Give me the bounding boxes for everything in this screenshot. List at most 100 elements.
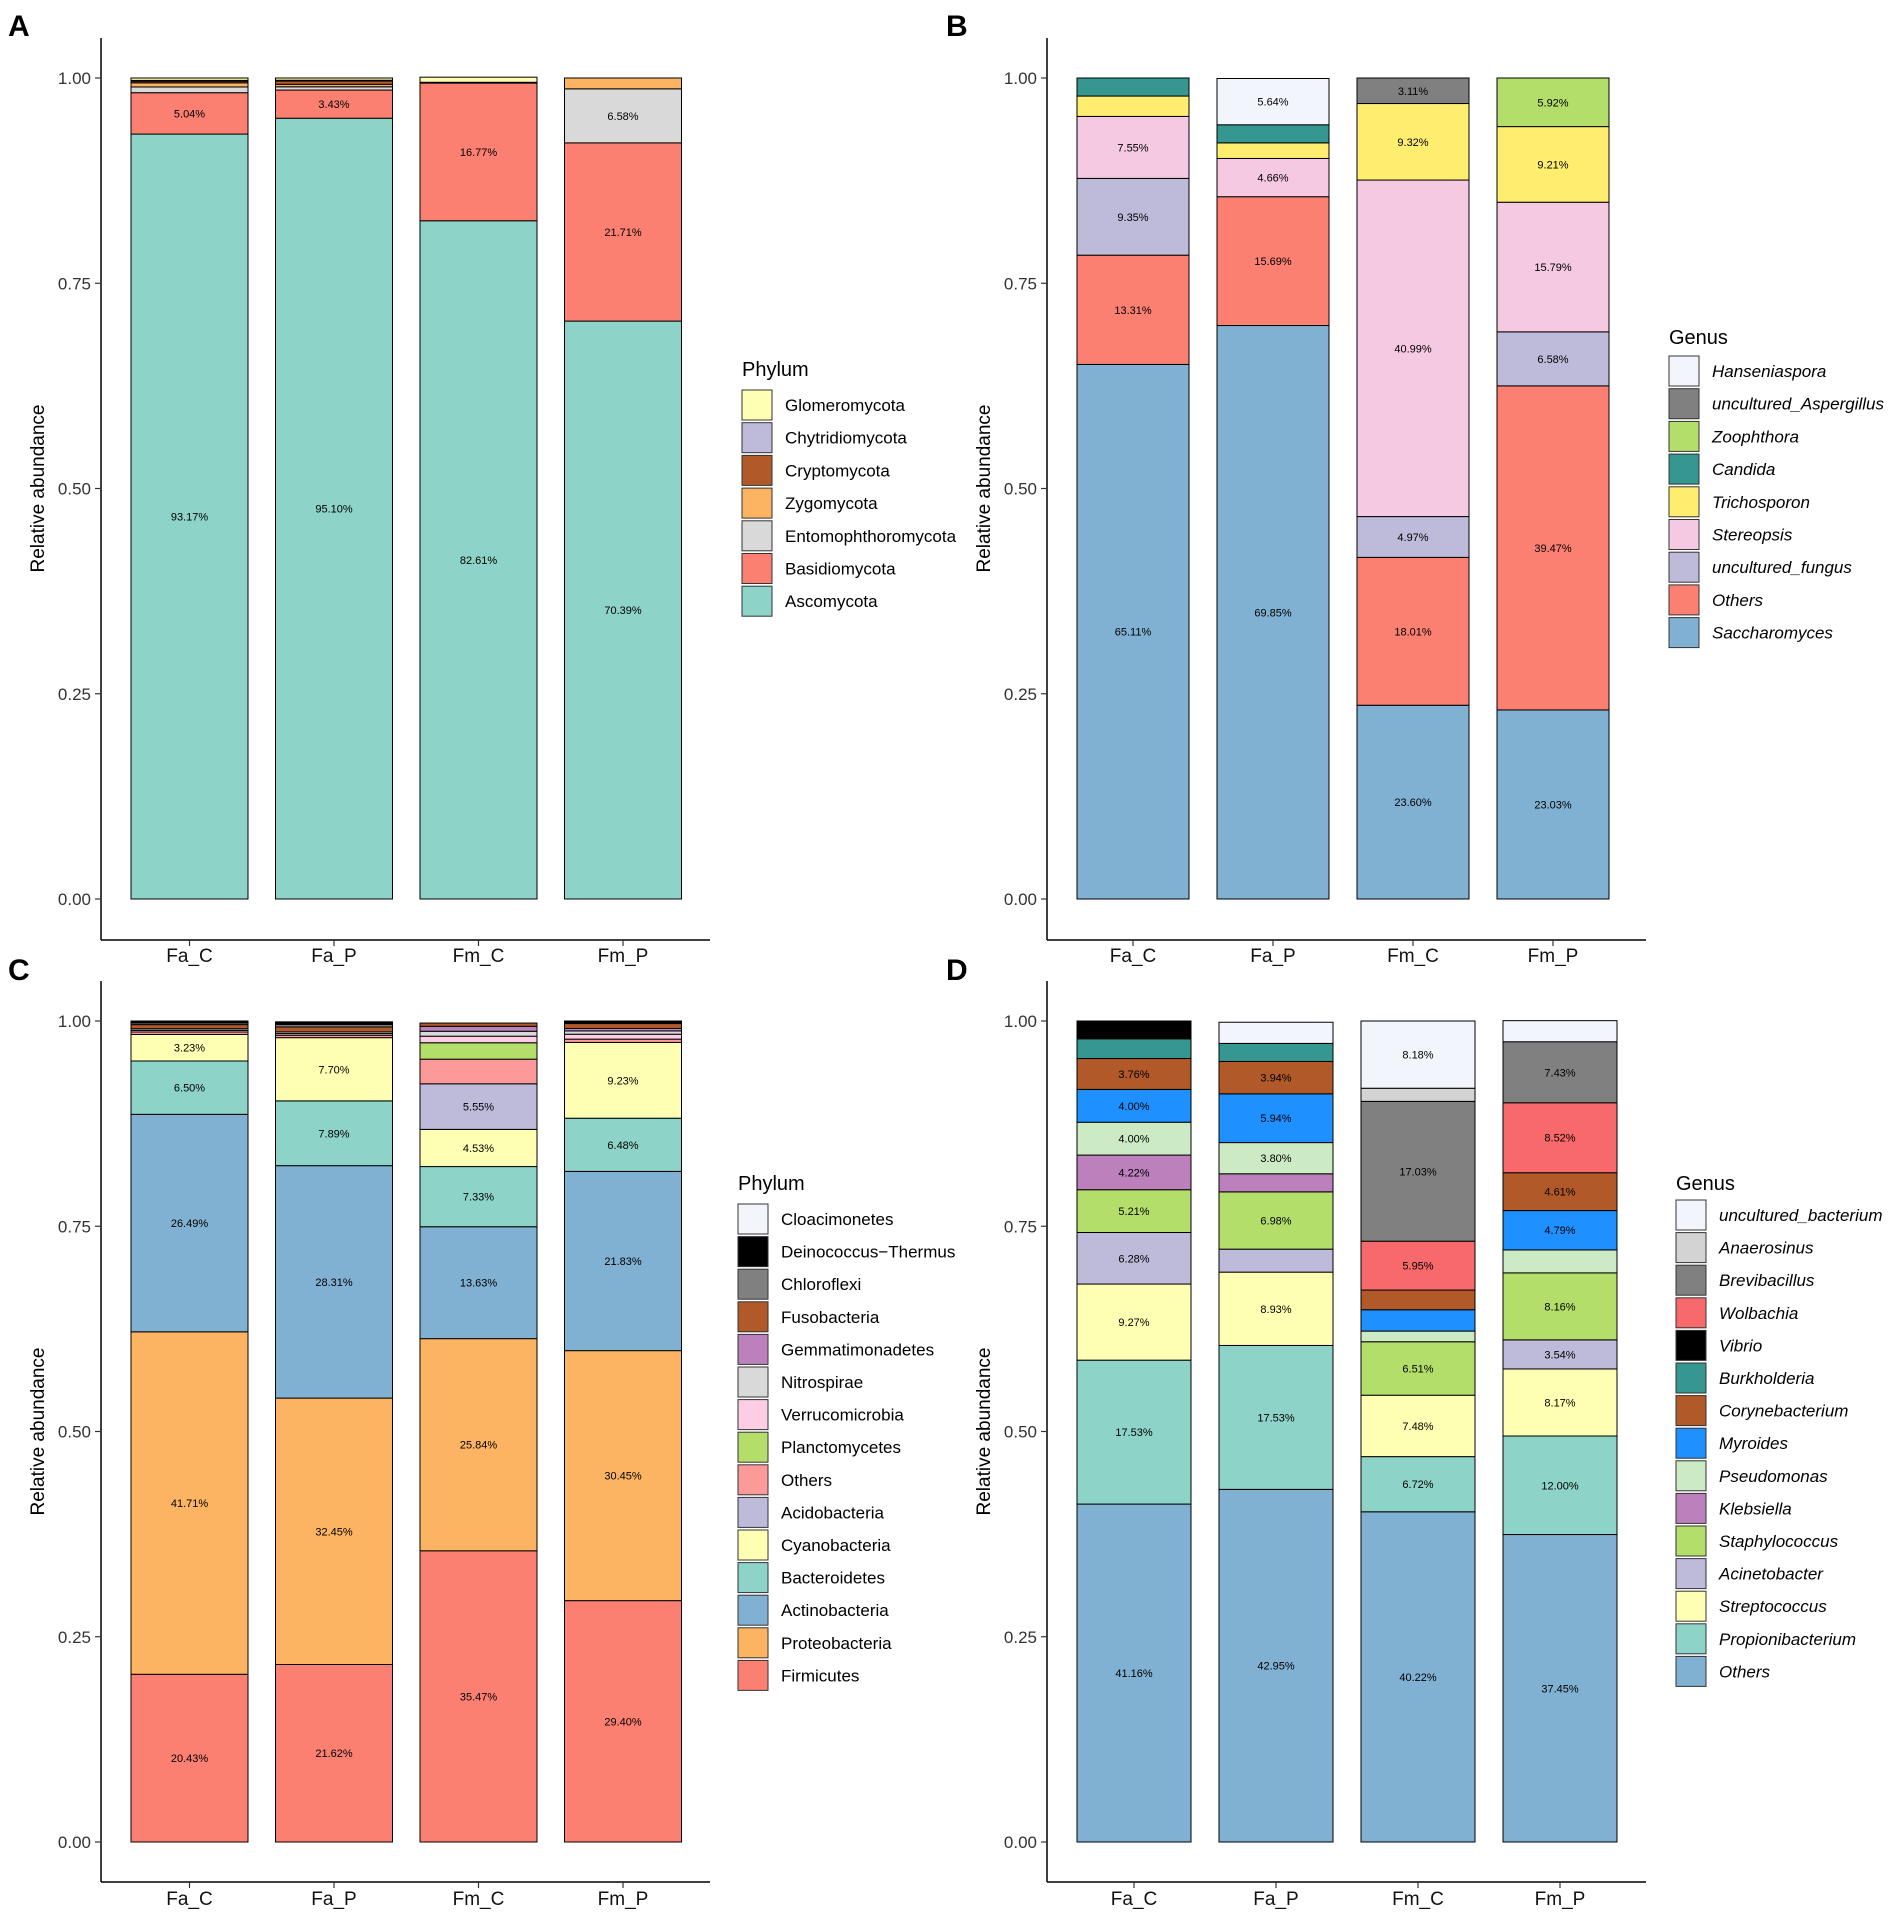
data-label: 6.51% <box>1402 1363 1433 1375</box>
x-tick-label: Fa_C <box>166 1889 212 1910</box>
bar-segment-Trichosporon <box>1496 126 1610 203</box>
legend-swatch <box>1675 1362 1707 1394</box>
legend-swatch <box>741 487 773 519</box>
legend-swatch <box>1675 1525 1707 1557</box>
data-label: 9.32% <box>1397 137 1428 149</box>
x-tick-label: Fm_P <box>1528 946 1579 967</box>
legend-label: Trichosporon <box>1712 493 1810 512</box>
data-label: 5.21% <box>1118 1206 1149 1218</box>
panel-D: D 0.00 0.25 0.50 0.75 1.00 Relative abundance 4… <box>946 954 1882 1910</box>
data-label: 20.43% <box>171 1753 209 1765</box>
data-label: 23.03% <box>1534 799 1572 811</box>
bar-segment-Stereopsis <box>1496 201 1610 333</box>
data-label: 15.79% <box>1534 262 1572 274</box>
legend-swatch <box>737 1236 769 1268</box>
data-label: 39.47% <box>1534 543 1572 555</box>
bar-segment-Stereopsis <box>1216 157 1330 198</box>
legend-swatch <box>1675 1655 1707 1687</box>
bar-Fm_C: 23.60% 18.01% 4.97% 40.99% 9.32% 3.11% <box>1356 77 1470 900</box>
bar-segment-Propionibacterium <box>1076 1359 1192 1505</box>
legend-swatch <box>1675 1395 1707 1427</box>
bar-segment-Wolbachia <box>1360 1240 1476 1291</box>
bar-segment-Burkholderia <box>1218 1042 1334 1062</box>
data-label: 21.71% <box>604 227 642 239</box>
bar-segment-Streptococcus <box>1218 1271 1334 1346</box>
y-tick-label: 1.00 <box>58 1012 91 1031</box>
data-label: 7.33% <box>463 1192 494 1204</box>
data-label: 21.83% <box>604 1256 642 1268</box>
legend-label: Firmicutes <box>781 1666 859 1685</box>
bar-segment-Fusobacteria <box>275 1026 393 1033</box>
data-label: 9.35% <box>1117 212 1148 224</box>
x-tick-label: Fm_P <box>598 946 649 967</box>
y-axis-title: Relative abundance <box>28 1348 49 1516</box>
bar-segment-Deinococcus−Thermus <box>564 1020 682 1025</box>
bar-segment-Stereopsis <box>1356 179 1470 518</box>
legend-swatch <box>1675 1460 1707 1492</box>
data-label: 69.85% <box>1254 607 1292 619</box>
bar-segment-Verrucomicrobia <box>419 1035 538 1044</box>
y-tick-label: 0.50 <box>1004 1423 1037 1442</box>
y-tick-label: 0.75 <box>58 1217 91 1236</box>
bar-segment-Saccharomyces <box>1076 363 1190 900</box>
x-tick-label: Fa_P <box>1253 1889 1298 1910</box>
bar-segment-Verrucomicrobia <box>564 1033 682 1040</box>
data-label: 4.79% <box>1544 1225 1575 1237</box>
panel-B: B 0.00 0.25 0.50 0.75 1.00 Relative abundance 6… <box>946 10 1884 967</box>
y-tick-label: 1.00 <box>58 69 91 88</box>
data-label: 3.23% <box>174 1043 205 1055</box>
legend-label: Anaerosinus <box>1718 1239 1814 1258</box>
legend-swatch <box>1675 1427 1707 1459</box>
bar-segment-Acidobacteria <box>419 1083 538 1130</box>
bar-segment-Streptococcus <box>1076 1283 1192 1361</box>
y-tick-label: 0.25 <box>1004 1628 1037 1647</box>
bar-segment-Basidiomycota <box>564 142 682 322</box>
y-tick-label: 0.00 <box>58 890 91 909</box>
bar-segment-Saccharomyces <box>1496 709 1610 900</box>
bar-segment-Ascomycota <box>419 220 538 900</box>
data-label: 9.23% <box>607 1075 638 1087</box>
bar-segment-Propionibacterium <box>1218 1344 1334 1490</box>
legend-label: Others <box>1719 1662 1771 1681</box>
bar-segment-Myroides <box>1502 1210 1618 1251</box>
x-tick-label: Fa_C <box>1111 1889 1157 1910</box>
legend-swatch <box>737 1594 769 1626</box>
data-label: 7.43% <box>1544 1067 1575 1079</box>
y-tick-label: 0.25 <box>1004 685 1037 704</box>
legend-label: Streptococcus <box>1719 1597 1827 1616</box>
data-label: 82.61% <box>460 555 498 567</box>
bar-segment-Proteobacteria <box>564 1350 682 1602</box>
legend-label: uncultured_Aspergillus <box>1712 395 1884 414</box>
y-tick-label: 0.50 <box>1004 480 1037 499</box>
legend-swatch <box>737 1627 769 1659</box>
legend-label: Zoophthora <box>1711 427 1799 446</box>
data-label: 4.22% <box>1118 1167 1149 1179</box>
x-tick-label: Fm_C <box>1392 1889 1444 1910</box>
data-label: 4.00% <box>1118 1101 1149 1113</box>
bar-segment-Saccharomyces <box>1216 325 1330 900</box>
bar-segment-Firmicutes <box>130 1673 249 1843</box>
bar-segment-Pseudomonas <box>1360 1330 1476 1343</box>
legend-swatch <box>737 1562 769 1594</box>
legend-label: Corynebacterium <box>1719 1402 1848 1421</box>
bar-segment-Planctomycetes <box>419 1042 538 1060</box>
legend-label: uncultured_bacterium <box>1719 1206 1882 1225</box>
data-label: 70.39% <box>604 605 642 617</box>
data-label: 26.49% <box>171 1218 209 1230</box>
legend-label: Planctomycetes <box>781 1438 901 1457</box>
legend-swatch <box>741 585 773 617</box>
y-axis-title: Relative abundance <box>28 405 49 573</box>
legend-swatch <box>737 1301 769 1333</box>
bar-segment-Others <box>1496 385 1610 711</box>
bar-segment-Fusobacteria <box>564 1023 682 1029</box>
legend: Genus Hanseniaspora uncultured_Aspergillus… <box>1668 327 1884 649</box>
bar-segment-Klebsiella <box>1218 1173 1334 1193</box>
x-tick-label: Fa_P <box>1250 946 1295 967</box>
legend-swatch <box>1668 617 1700 649</box>
legend-swatch <box>1668 551 1700 583</box>
legend-swatch <box>737 1496 769 1528</box>
data-label: 41.16% <box>1115 1668 1153 1680</box>
legend-label: Proteobacteria <box>781 1634 892 1653</box>
bar-segment-Glomeromycota <box>130 77 249 81</box>
legend: Phylum Glomeromycota Chytridiomycota Crypto… <box>741 359 957 617</box>
